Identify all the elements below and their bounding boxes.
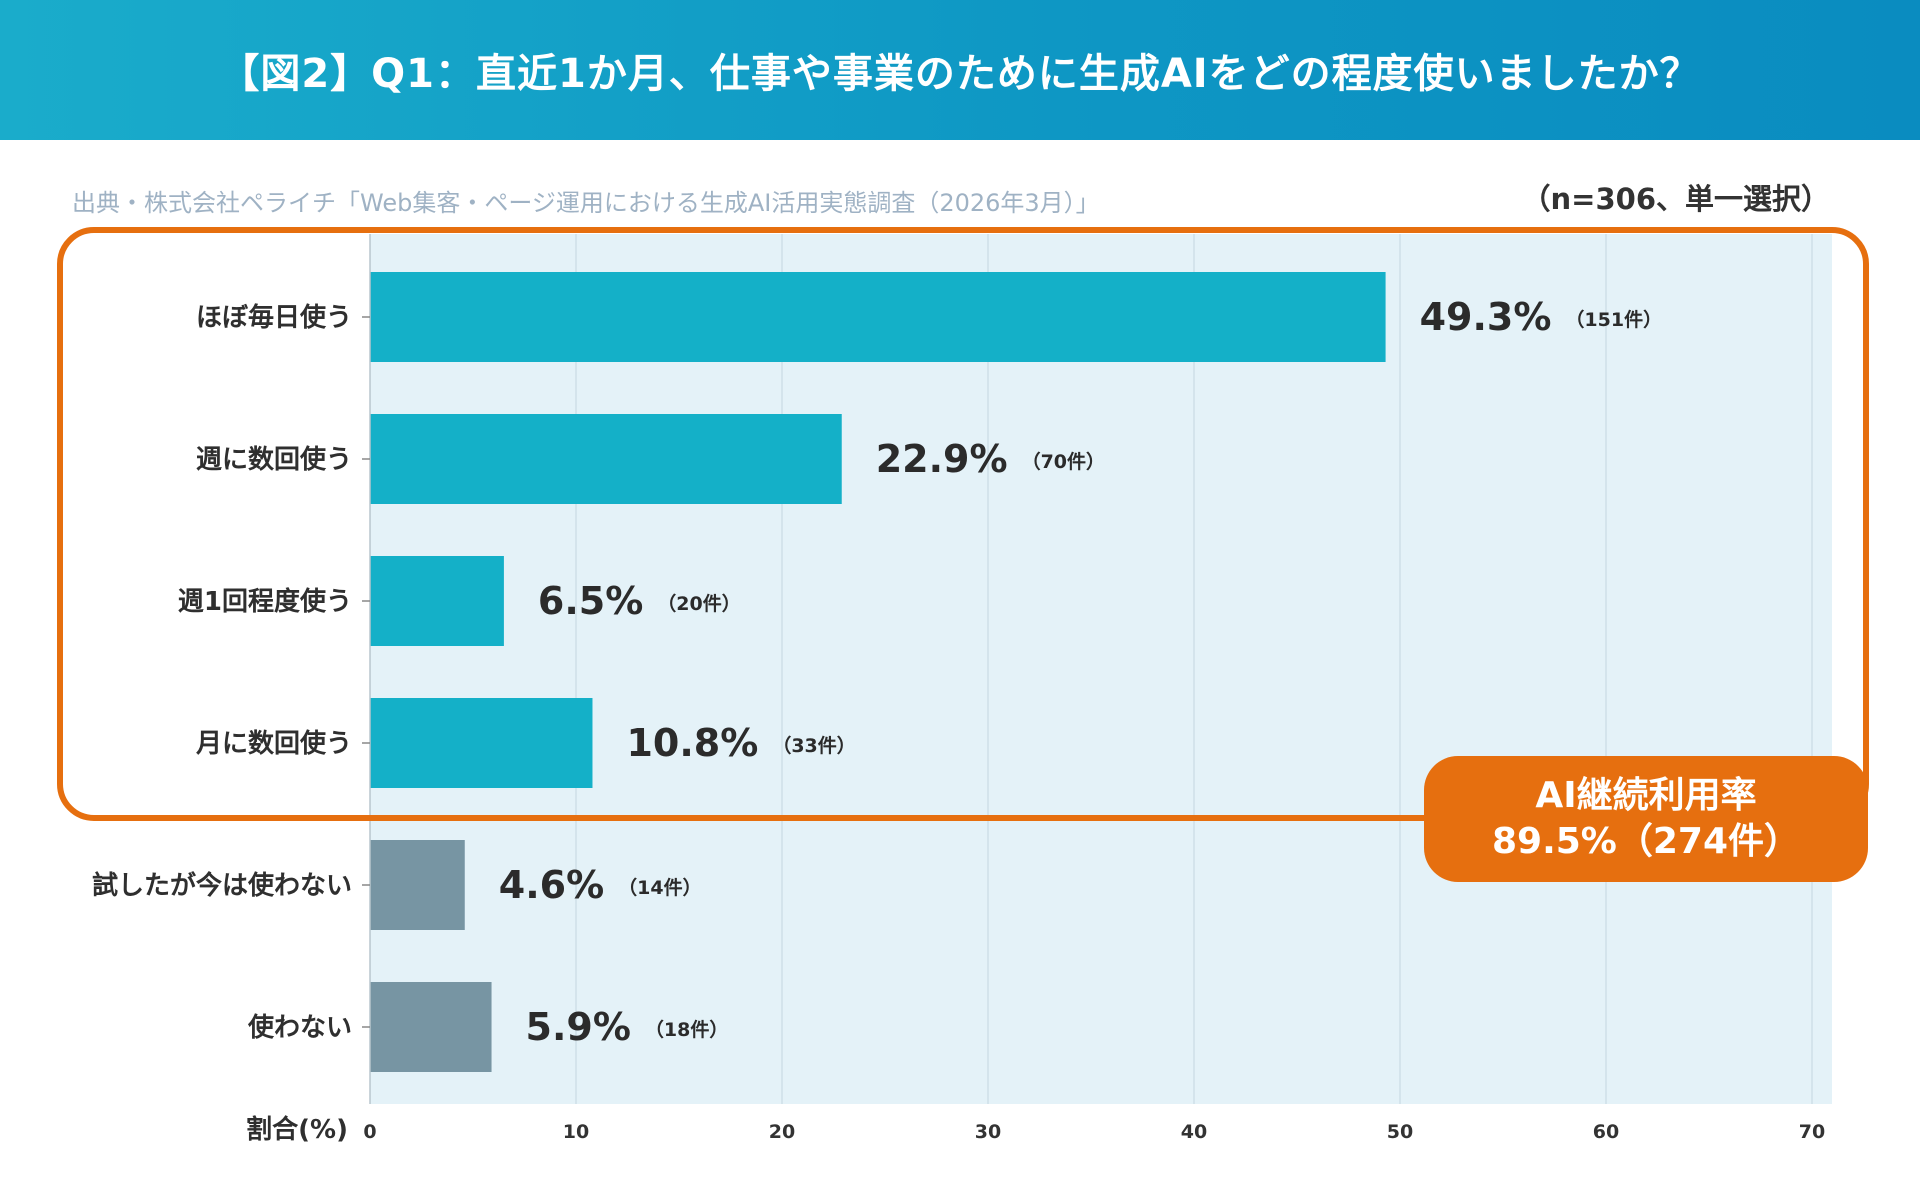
value-label: 22.9%: [876, 437, 1008, 481]
category-label: ほぼ毎日使う: [196, 303, 352, 333]
category-label: 月に数回使う: [195, 729, 352, 759]
continuation-rate-callout: AI継続利用率 89.5%（274件）: [1424, 756, 1868, 882]
value-label: 6.5%: [538, 579, 643, 623]
count-label: （18件）: [645, 1018, 728, 1041]
category-label: 週1回程度使う: [178, 586, 352, 617]
callout-value: 89.5%（274件）: [1491, 821, 1801, 862]
x-tick-label: 0: [363, 1121, 376, 1143]
category-label: 使わない: [247, 1013, 352, 1043]
value-label: 4.6%: [499, 863, 604, 907]
x-tick-label: 70: [1799, 1121, 1825, 1143]
value-label: 5.9%: [526, 1005, 631, 1049]
value-label: 10.8%: [626, 721, 758, 765]
x-tick-label: 50: [1387, 1121, 1413, 1143]
bar: [370, 272, 1386, 362]
count-label: （33件）: [772, 734, 855, 757]
highlight-frame: [57, 227, 1869, 821]
count-label: （151件）: [1565, 308, 1662, 331]
category-label: 試したが今は使わない: [92, 870, 352, 901]
bar: [370, 840, 465, 930]
value-label: 49.3%: [1420, 295, 1552, 339]
bar: [370, 414, 842, 504]
sample-size-note: （n=306、単一選択）: [1521, 182, 1830, 216]
count-label: （70件）: [1022, 450, 1105, 473]
x-tick-label: 40: [1181, 1121, 1207, 1143]
x-tick-label: 10: [563, 1121, 589, 1143]
x-tick-label: 60: [1593, 1121, 1619, 1143]
count-label: （20件）: [657, 592, 740, 615]
callout-title: AI継続利用率: [1535, 775, 1757, 816]
bar: [370, 556, 504, 646]
plot-background: [370, 234, 1832, 1104]
header-banner: 【図2】Q1：直近1か月、仕事や事業のために生成AIをどの程度使いましたか？: [0, 0, 1920, 140]
category-label: 週に数回使う: [196, 445, 352, 475]
page-title: 【図2】Q1：直近1か月、仕事や事業のために生成AIをどの程度使いましたか？: [219, 51, 1701, 97]
x-tick-label: 20: [769, 1121, 795, 1143]
count-label: （14件）: [618, 876, 701, 899]
bar: [370, 698, 593, 788]
x-axis-title: 割合(%): [246, 1114, 348, 1145]
bar: [370, 982, 492, 1072]
source-note: 出典・株式会社ペライチ「Web集客・ページ運用における生成AI活用実態調査（20…: [72, 189, 1100, 217]
x-tick-label: 30: [975, 1121, 1001, 1143]
